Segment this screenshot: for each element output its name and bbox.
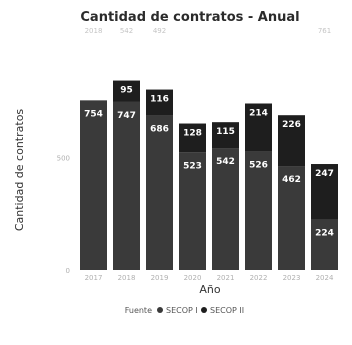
bar-value-label: 686	[150, 125, 169, 135]
y-axis-ticks: 0 500	[57, 155, 70, 276]
legend-title: Fuente	[125, 306, 152, 315]
bar-segment-secop-i	[278, 166, 305, 270]
legend-marker-secop-i	[157, 307, 163, 313]
bar-value-label: 226	[282, 120, 301, 130]
x-tick-label: 2019	[151, 274, 169, 282]
bar-value-label: 462	[282, 175, 301, 185]
bar-segment-secop-i	[311, 219, 338, 270]
bar-value-label: 128	[183, 129, 202, 139]
bar-segment-secop-i	[80, 100, 107, 270]
top-axis-label: 492	[153, 27, 166, 35]
x-tick-label: 2017	[85, 274, 103, 282]
bar-value-label: 754	[84, 109, 103, 119]
legend: Fuente SECOP I SECOP II	[125, 306, 244, 315]
bar-segment-secop-ii	[179, 123, 206, 153]
bars: 754 747 95 686 116 523 128 542 115 526 214 462 226 22…	[80, 80, 338, 271]
top-axis-labels: 2018 542 492 761	[85, 27, 332, 35]
bar-segment-secop-i	[146, 115, 173, 271]
y-axis-title: Cantidad de contratos	[13, 109, 26, 232]
bar-segment-secop-i	[212, 148, 239, 270]
chart-title: Cantidad de contratos - Anual	[80, 10, 299, 25]
bar-value-label: 542	[216, 157, 235, 167]
bar-segment-secop-ii	[212, 122, 239, 149]
bar-segment-secop-ii	[311, 164, 338, 220]
bar-value-label: 214	[249, 109, 268, 119]
y-tick-label: 0	[66, 267, 70, 275]
bar-segment-secop-ii	[245, 103, 272, 152]
legend-marker-secop-ii	[201, 307, 207, 313]
bar-value-label: 115	[216, 127, 235, 137]
bar-value-label: 116	[150, 95, 169, 105]
x-tick-label: 2018	[118, 274, 136, 282]
top-axis-label: 2018	[85, 27, 103, 35]
x-tick-label: 2023	[283, 274, 301, 282]
bar-value-label: 95	[120, 86, 133, 96]
x-axis-ticks: 2017 2018 2019 2020 2021 2022 2023 2024	[85, 274, 334, 282]
x-axis-title: Año	[199, 283, 220, 296]
bar-segment-secop-i	[245, 151, 272, 270]
bar-value-label: 526	[249, 161, 268, 171]
x-tick-label: 2024	[316, 274, 334, 282]
bar-segment-secop-ii	[146, 89, 173, 116]
bar-value-label: 247	[315, 169, 334, 179]
x-tick-label: 2021	[217, 274, 235, 282]
y-tick-label: 500	[57, 155, 70, 163]
bar-segment-secop-i	[179, 152, 206, 270]
x-tick-label: 2022	[250, 274, 268, 282]
top-axis-label: 761	[318, 27, 331, 35]
bar-value-label: 523	[183, 161, 202, 171]
bar-value-label: 224	[315, 229, 334, 239]
bar-segment-secop-ii	[278, 115, 305, 167]
bar-segment-secop-i	[113, 101, 140, 270]
legend-label-secop-ii: SECOP II	[210, 306, 244, 315]
top-axis-label: 542	[120, 27, 133, 35]
bar-value-label: 747	[117, 111, 136, 121]
x-tick-label: 2020	[184, 274, 202, 282]
legend-label-secop-i: SECOP I	[166, 306, 198, 315]
bar-segment-secop-ii	[113, 80, 140, 102]
